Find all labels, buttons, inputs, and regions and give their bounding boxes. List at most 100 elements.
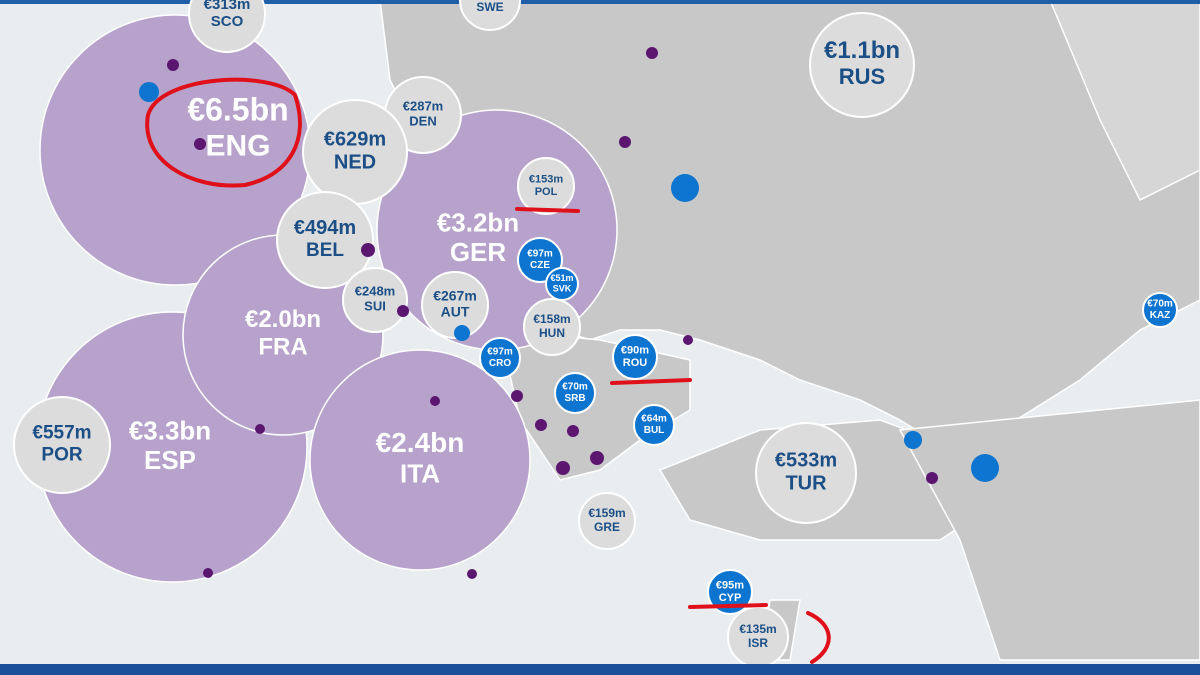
dot xyxy=(671,174,699,202)
bubble-amount: €159m xyxy=(588,506,625,520)
bubble-amount: €2.4bn xyxy=(376,427,465,458)
bubble-code: POR xyxy=(41,444,82,465)
bubble-code: TUR xyxy=(785,472,827,494)
bubble-code: GRE xyxy=(594,520,620,534)
bubble-amount: €153m xyxy=(529,173,563,185)
circle-mark xyxy=(145,77,302,188)
bubble-amount: €70m xyxy=(562,382,588,393)
bubble-amount: €135m xyxy=(739,622,776,636)
dot xyxy=(971,454,999,482)
bubble-amount: €64m xyxy=(641,414,667,425)
bubble-amount: €70m xyxy=(1147,299,1173,310)
dot xyxy=(926,472,938,484)
bubble-code: NED xyxy=(334,151,376,173)
bubble-circle xyxy=(755,422,857,524)
dot xyxy=(194,138,206,150)
bubble-code: ESP xyxy=(144,445,196,475)
bubble-circle xyxy=(276,191,374,289)
dot xyxy=(430,396,440,406)
bubble-amount: €557m xyxy=(32,423,91,444)
bubble-code: CZE xyxy=(530,260,550,271)
dot xyxy=(535,419,547,431)
bubble-circle xyxy=(421,271,489,339)
bubble-code: POL xyxy=(535,186,558,198)
bubble-circle xyxy=(707,569,753,615)
dot xyxy=(454,325,470,341)
bubble-code: BUL xyxy=(644,425,665,436)
bubble-code: DEN xyxy=(409,114,436,129)
land-east xyxy=(1049,0,1200,202)
bubble-circle xyxy=(309,349,531,571)
bubble-code: SCO xyxy=(211,13,244,30)
bubble-amount: €1.1bn xyxy=(824,37,900,64)
underline xyxy=(688,603,768,609)
bubble-amount: €95m xyxy=(716,579,744,591)
dot xyxy=(646,47,658,59)
bubble-code: SRB xyxy=(564,393,585,404)
bubble-circle xyxy=(809,12,915,118)
dot xyxy=(255,424,265,434)
top-band xyxy=(0,0,1200,4)
dot xyxy=(590,451,604,465)
bubble-amount: €3.3bn xyxy=(129,415,211,445)
bubble-circle xyxy=(459,0,521,31)
bubble-code: ISR xyxy=(748,636,768,650)
dot xyxy=(203,568,213,578)
bubble-amount: €51m xyxy=(550,273,573,283)
bubble-code: BEL xyxy=(306,240,344,261)
bubble-circle xyxy=(479,337,521,379)
dot xyxy=(361,243,375,257)
bubble-code: RUS xyxy=(839,64,885,89)
bubble-code: HUN xyxy=(539,326,565,340)
dot xyxy=(511,390,523,402)
bubble-code: AUT xyxy=(441,303,470,319)
bubble-amount: €2.0bn xyxy=(245,306,321,333)
dot xyxy=(619,136,631,148)
bubbles: €6.5bnENG€3.2bnGER€3.3bnESP€2.0bnFRA€2.4… xyxy=(13,0,1178,668)
bubble-amount: €3.2bn xyxy=(437,207,519,237)
dot xyxy=(139,82,159,102)
club-dots-blue xyxy=(139,82,999,482)
bubble-circle xyxy=(517,157,575,215)
club-dots xyxy=(167,47,938,579)
underline xyxy=(610,378,692,385)
bubble-amount: €97m xyxy=(487,347,513,358)
bubble-code: SUI xyxy=(364,299,386,314)
bubble-code: CRO xyxy=(489,358,511,369)
bubble-code: GER xyxy=(450,237,507,267)
bubble-circle xyxy=(1142,292,1178,328)
bubble-amount: €158m xyxy=(533,312,570,326)
dot xyxy=(467,569,477,579)
dot xyxy=(167,59,179,71)
bubble-circle xyxy=(342,267,408,333)
bubble-code: SVK xyxy=(553,283,572,293)
bubble-code: CYP xyxy=(719,592,742,604)
dot xyxy=(397,305,409,317)
bubble-circle xyxy=(612,334,658,380)
bracket-mark xyxy=(806,611,831,664)
dot xyxy=(556,461,570,475)
bubble-code: KAZ xyxy=(1150,310,1171,321)
bubble-circle xyxy=(517,237,563,283)
bubble-amount: €494m xyxy=(294,217,356,239)
bubble-code: FRA xyxy=(258,334,307,361)
bubble-code: ROU xyxy=(623,357,648,369)
bubble-circle xyxy=(523,298,581,356)
